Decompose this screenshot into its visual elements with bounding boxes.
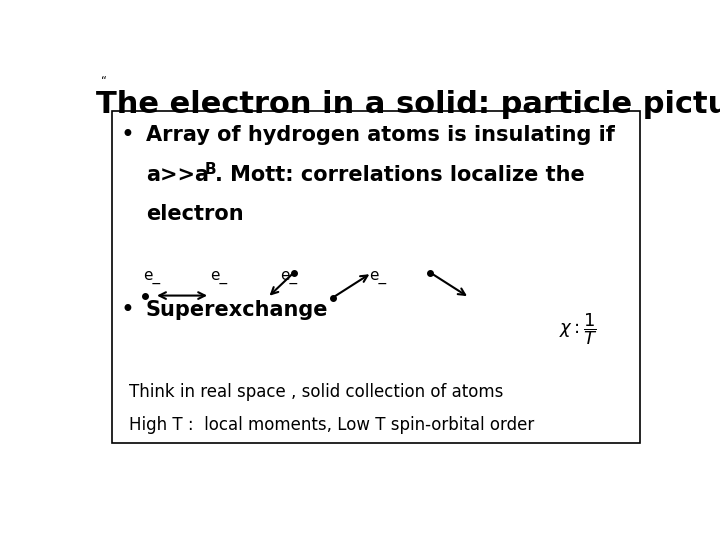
Text: High T :  local moments, Low T spin-orbital order: High T : local moments, Low T spin-orbit…	[129, 416, 534, 434]
Text: a>>a: a>>a	[145, 165, 209, 185]
Text: “: “	[101, 75, 107, 85]
Text: Superexchange: Superexchange	[145, 300, 328, 320]
Text: •: •	[121, 298, 135, 322]
Text: Array of hydrogen atoms is insulating if: Array of hydrogen atoms is insulating if	[145, 125, 615, 145]
Text: e_: e_	[280, 268, 297, 284]
Text: Think in real space , solid collection of atoms: Think in real space , solid collection o…	[129, 383, 503, 401]
Text: e_: e_	[369, 268, 386, 284]
Text: B: B	[205, 162, 217, 177]
Text: electron: electron	[145, 204, 243, 224]
FancyBboxPatch shape	[112, 111, 639, 443]
Text: e_: e_	[210, 268, 227, 284]
Text: e_: e_	[143, 268, 160, 284]
Text: The electron in a solid: particle picture.: The electron in a solid: particle pictur…	[96, 90, 720, 119]
Text: $\chi : \dfrac{1}{T}$: $\chi : \dfrac{1}{T}$	[559, 311, 598, 347]
Text: . Mott: correlations localize the: . Mott: correlations localize the	[215, 165, 585, 185]
Text: •: •	[121, 123, 135, 147]
